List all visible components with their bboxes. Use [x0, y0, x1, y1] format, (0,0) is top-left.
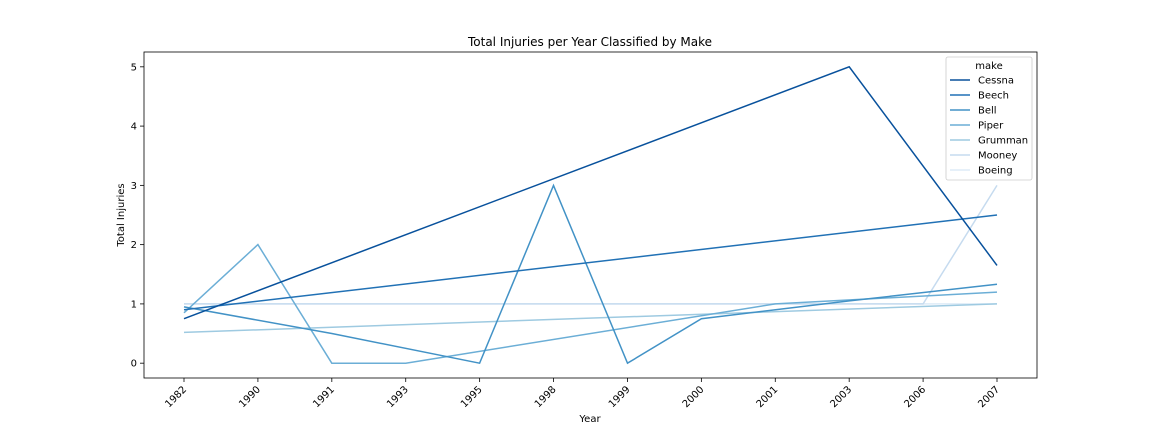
series-line-mooney	[184, 185, 998, 305]
series-line-grumman	[183, 303, 998, 334]
series-lines	[183, 65, 998, 365]
series-line-cessna	[183, 65, 998, 320]
x-tick-label: 1993	[385, 384, 411, 410]
x-tick-label: 1995	[459, 384, 485, 410]
x-tick-label: 2007	[976, 384, 1002, 410]
x-tick-label: 2000	[681, 384, 707, 410]
legend-label-grumman: Grumman	[978, 136, 1028, 147]
legend: make Cessna Beech Bell Piper Grumman Mooney Bo…	[945, 56, 1033, 181]
x-tick-label: 1991	[311, 384, 337, 410]
y-axis-label: Total Injuries	[116, 183, 127, 247]
x-tick-label: 2006	[902, 384, 928, 410]
legend-items: Cessna Beech Bell Piper Grumman Mooney Boeing	[950, 76, 1028, 177]
x-tick-label: 2003	[829, 384, 855, 410]
x-tick-label: 1982	[163, 384, 189, 410]
legend-label-beech: Beech	[978, 91, 1009, 102]
series-line-beech	[183, 214, 998, 311]
legend-label-boeing: Boeing	[978, 166, 1013, 177]
series-line-bell	[183, 183, 998, 365]
x-tick-label: 1998	[533, 384, 559, 410]
x-tick-label: 2001	[755, 384, 781, 410]
legend-box	[945, 56, 1033, 181]
x-axis: 1982 1990 1991 1993 1995 1998 1999 2000 2001 2003…	[163, 378, 1002, 410]
y-tick-label: 4	[131, 122, 137, 133]
y-axis: 0 1 2 3 4 5	[131, 62, 144, 370]
y-tick-label: 2	[131, 240, 137, 251]
legend-label-bell: Bell	[978, 106, 997, 117]
series-line-piper	[183, 243, 998, 364]
legend-label-piper: Piper	[978, 121, 1004, 132]
y-tick-label: 5	[131, 62, 137, 73]
chart-title: Total Injuries per Year Classified by Ma…	[467, 35, 712, 49]
plot-frame	[143, 51, 1038, 379]
x-tick-label: 1999	[607, 384, 633, 410]
legend-label-mooney: Mooney	[978, 151, 1017, 162]
legend-title: make	[975, 61, 1002, 72]
x-tick-label: 1990	[237, 384, 263, 410]
y-tick-label: 3	[131, 181, 137, 192]
y-tick-label: 0	[131, 359, 137, 370]
y-tick-label: 1	[131, 299, 137, 310]
x-axis-label: Year	[578, 414, 601, 425]
legend-label-cessna: Cessna	[978, 76, 1014, 87]
